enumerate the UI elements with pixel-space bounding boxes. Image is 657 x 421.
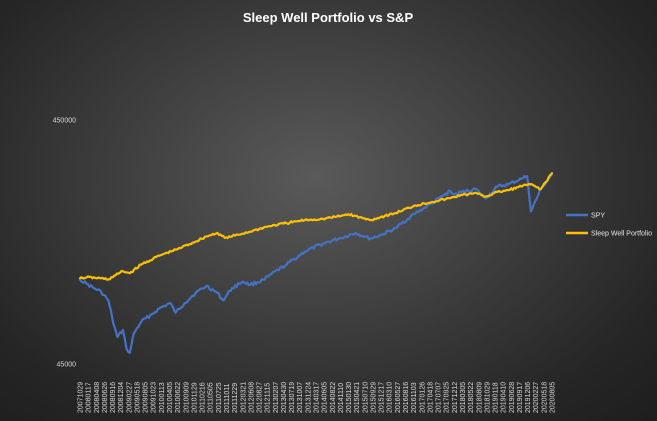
x-tick-label: 20190410	[501, 382, 508, 413]
x-tick-label: 20100113	[159, 382, 166, 413]
x-tick-label: 20130430	[281, 382, 288, 413]
x-tick-label: 20200805	[550, 382, 557, 413]
y-axis: 45000 450000	[53, 118, 76, 369]
x-tick-label: 20191206	[525, 382, 532, 413]
x-tick-label: 20160816	[403, 382, 410, 413]
x-tick-label: 20100405	[167, 382, 174, 413]
y-tick-label: 450000	[53, 118, 76, 125]
x-tick-label: 20161103	[411, 382, 418, 413]
x-tick-label: 20100909	[183, 382, 190, 413]
x-tick-label: 20150710	[362, 382, 369, 413]
x-tick-label: 20160310	[387, 382, 394, 413]
x-tick-label: 20121115	[265, 383, 272, 413]
chart-title: Sleep Well Portfolio vs S&P	[243, 10, 414, 25]
x-tick-label: 20190118	[493, 382, 500, 413]
x-tick-label: 20111011	[224, 383, 231, 413]
x-tick-label: 20090805	[143, 382, 150, 413]
x-tick-label: 20200227	[533, 382, 540, 413]
x-tick-label: 20131007	[297, 382, 304, 413]
x-tick-label: 20150929	[370, 382, 377, 413]
x-tick-label: 20080408	[94, 382, 101, 413]
x-tick-label: 20120321	[240, 382, 247, 413]
x-tick-label: 20131224	[305, 382, 312, 413]
x-tick-label: 20130207	[273, 382, 280, 413]
x-tick-label: 20081204	[118, 382, 125, 413]
plot-series	[78, 172, 554, 354]
x-tick-label: 20180809	[476, 382, 483, 413]
series-line-spy	[78, 173, 554, 354]
x-tick-label: 20151217	[379, 382, 386, 413]
x-tick-label: 20090227	[126, 382, 133, 413]
x-tick-label: 20110505	[208, 382, 215, 413]
x-tick-label: 20170126	[419, 382, 426, 413]
x-tick-label: 20110725	[216, 382, 223, 413]
x-tick-label: 20100622	[175, 382, 182, 413]
x-tick-label: 20180522	[468, 382, 475, 413]
y-tick-label: 45000	[57, 362, 77, 369]
x-tick-label: 20140822	[330, 382, 337, 413]
x-tick-label: 20190917	[517, 382, 524, 413]
x-tick-label: 20160527	[395, 382, 402, 413]
legend-label: SPY	[591, 213, 605, 220]
x-tick-label: 20150421	[354, 382, 361, 413]
x-tick-label: 20171212	[452, 382, 459, 413]
x-tick-label: 20150130	[346, 382, 353, 413]
x-tick-label: 20080916	[110, 382, 117, 413]
x-tick-label: 20170707	[436, 382, 443, 413]
x-tick-label: 20180305	[460, 382, 467, 413]
x-tick-label: 20141110	[338, 383, 345, 413]
x-tick-label: 20120608	[248, 382, 255, 413]
legend-label: Sleep Well Portfolio	[591, 231, 652, 238]
x-tick-label: 20080117	[86, 382, 93, 413]
x-axis: 20071029 20080117 20080408 20080626 20080916…	[78, 382, 557, 413]
x-tick-label: 20170418	[427, 382, 434, 413]
x-tick-label: 20120827	[257, 382, 264, 413]
x-tick-label: 20071029	[78, 382, 85, 413]
x-tick-label: 20080626	[102, 382, 109, 413]
x-tick-label: 20111229	[232, 383, 239, 413]
x-tick-label: 20110216	[200, 382, 207, 413]
x-tick-label: 20140317	[314, 382, 321, 413]
x-tick-label: 20090518	[134, 382, 141, 413]
x-tick-label: 20101129	[191, 382, 198, 413]
x-tick-label: 20140605	[322, 382, 329, 413]
x-tick-label: 20170925	[444, 382, 451, 413]
legend: SPY Sleep Well Portfolio	[566, 213, 652, 238]
x-tick-label: 20091023	[151, 382, 158, 413]
x-tick-label: 20130719	[289, 382, 296, 413]
series-line-sleep-well-portfolio	[78, 172, 554, 281]
x-tick-label: 20200518	[541, 382, 548, 413]
x-tick-label: 20190628	[509, 382, 516, 413]
x-tick-label: 20181029	[484, 382, 491, 413]
